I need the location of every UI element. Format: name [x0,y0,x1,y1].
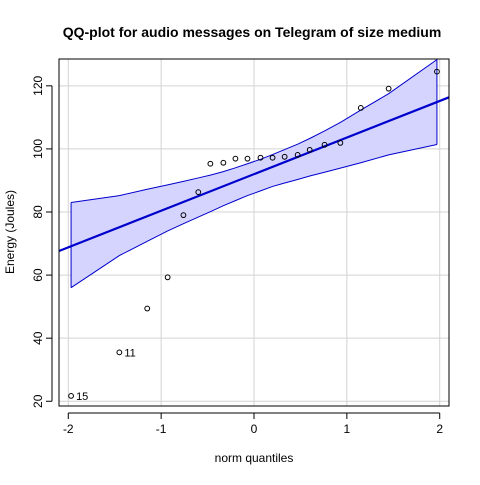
data-point [164,274,171,281]
axes: -2 -1 0 1 2 20 40 60 80 100 120 [31,75,443,436]
data-point [116,349,123,356]
data-point [337,140,344,146]
x-tick-label: -1 [156,422,167,436]
x-tick-label: 1 [344,422,351,436]
data-point [244,155,251,162]
y-tick-label: 60 [31,268,45,282]
data-point [195,189,202,196]
data-point [306,146,313,153]
data-point [269,154,276,161]
data-point [144,305,151,312]
point-label: 15 [76,391,88,403]
reference-line-layer [58,96,450,253]
data-point [232,155,239,162]
data-point [220,159,227,166]
y-tick-label: 80 [31,205,45,219]
confidence-band-upper [71,59,438,204]
point-label: 11 [124,347,135,359]
confidence-band-lower [70,143,438,289]
data-point [357,104,364,111]
data-point [385,85,392,92]
x-tick-label: -2 [63,422,74,436]
data-point [68,393,74,399]
y-tick-label: 40 [31,331,45,345]
data-point [434,68,440,75]
x-tick-label: 2 [436,422,443,436]
x-axis-label: norm quantiles [215,451,294,465]
data-point [281,153,288,160]
plot-frame [58,58,450,407]
data-point [257,154,264,161]
data-point [294,151,301,158]
data-point [207,160,214,167]
y-axis-label: Energy (Joules) [3,190,17,274]
data-point [321,141,328,148]
x-tick-label: 0 [251,422,258,436]
chart-title: QQ-plot for audio messages on Telegram o… [63,24,442,40]
data-point [180,212,187,219]
y-tick-label: 100 [31,139,45,159]
reference-line [58,96,450,253]
y-tick-label: 20 [31,394,45,408]
y-tick-label: 120 [31,75,45,95]
